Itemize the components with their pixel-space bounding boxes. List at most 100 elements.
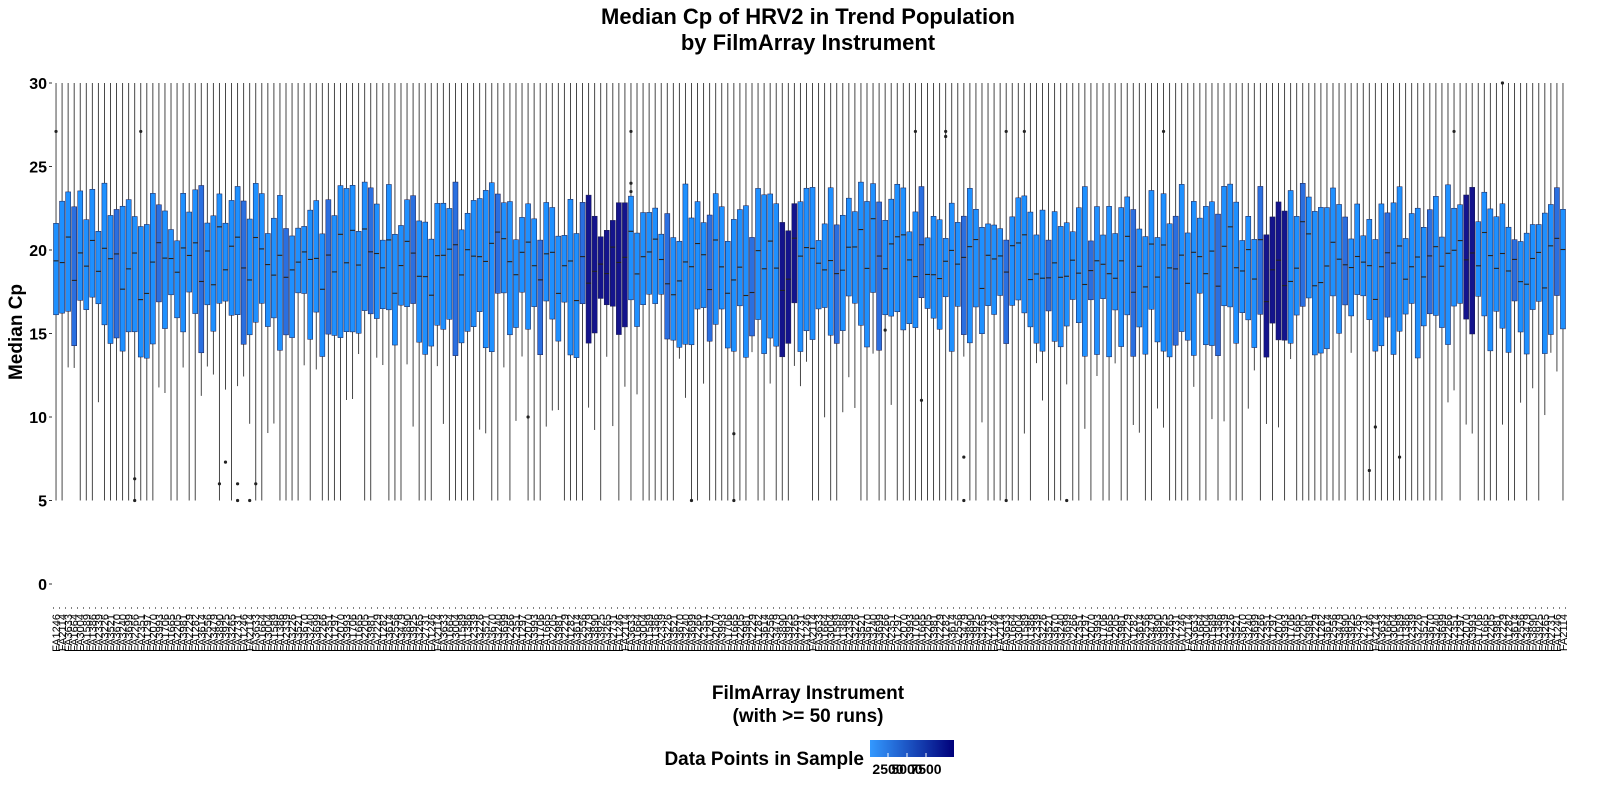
box-body	[482, 190, 489, 349]
box-body	[1493, 216, 1500, 312]
box-body	[1233, 201, 1239, 344]
x-tick-label: FA3521	[481, 614, 493, 652]
box-body	[1063, 222, 1070, 327]
box-body	[1324, 207, 1330, 350]
x-tick-label: FA1246	[239, 614, 251, 652]
box-184	[1166, 83, 1173, 501]
x-tick-label: FA2556	[953, 614, 965, 652]
x-tick-label: FA1706	[348, 614, 360, 652]
box-88	[585, 83, 592, 408]
x-tick-label: FA1665	[916, 614, 928, 652]
x-tick-label: FA2266	[505, 614, 517, 652]
y-tick-label: 25	[29, 160, 47, 177]
box-body	[1094, 206, 1100, 355]
outlier-point	[139, 129, 143, 134]
box-body	[71, 206, 77, 346]
x-tick-label: FA3226	[1038, 614, 1050, 652]
box-11	[119, 83, 126, 501]
box-83	[555, 83, 562, 411]
outlier-point	[235, 482, 240, 486]
x-tick-label: FA2114	[1183, 614, 1195, 651]
x-tick-label: FA3226	[662, 614, 674, 652]
box-body	[676, 240, 683, 348]
box-149	[954, 83, 961, 501]
x-tick-label: FA1282	[1504, 614, 1516, 652]
box-47	[337, 83, 344, 501]
x-tick-label: FA3670	[1425, 614, 1437, 652]
box-123	[797, 83, 804, 387]
x-tick-label: FA3670	[487, 614, 499, 652]
x-tick-label: FA3890	[214, 614, 226, 652]
box-body	[1499, 203, 1506, 329]
box-body	[53, 223, 59, 316]
box-135	[870, 83, 876, 354]
x-tick-label: FA2556	[578, 614, 590, 652]
box-181	[1148, 83, 1155, 501]
outlier-point	[1065, 498, 1069, 503]
box-62	[428, 83, 435, 501]
box-237	[1487, 83, 1494, 501]
box-243	[1523, 83, 1530, 501]
x-tick-label: FA3993	[717, 614, 729, 652]
box-41	[301, 83, 307, 366]
box-215	[1354, 83, 1360, 501]
box-body	[1178, 184, 1185, 332]
box-130	[839, 83, 846, 413]
x-tick-label: FA1282	[1316, 614, 1328, 652]
box-body	[277, 195, 283, 351]
box-body	[343, 188, 350, 332]
box-body	[373, 203, 380, 319]
x-tick-label: FA2229	[184, 614, 196, 652]
box-203	[1281, 83, 1288, 501]
box-101	[664, 83, 671, 501]
box-body	[404, 199, 410, 307]
box-body	[942, 238, 949, 298]
x-tick-label: FA1386	[1401, 614, 1413, 652]
x-tick-label: FA3004	[826, 614, 838, 652]
x-tick-label: FA1589	[1207, 614, 1219, 652]
box-body	[985, 223, 991, 306]
box-body	[579, 202, 586, 305]
box-17	[156, 83, 162, 388]
x-tick-label: FA3004	[263, 614, 275, 652]
box-245	[1535, 83, 1542, 501]
x-tick-label: FA2351	[699, 614, 711, 652]
box-body	[1184, 232, 1191, 341]
box-106	[694, 83, 701, 501]
box-16	[150, 83, 156, 501]
box-body	[616, 202, 622, 335]
x-tick-label: FA1706	[910, 614, 922, 652]
x-tick-label: FA1246	[1552, 614, 1564, 652]
box-63	[434, 83, 441, 367]
x-tick-label: FA1246	[801, 614, 813, 652]
box-body	[240, 200, 247, 345]
box-125	[809, 83, 816, 501]
box-body	[543, 202, 550, 302]
box-177	[1124, 83, 1131, 501]
x-tick-label: FA2731	[420, 614, 432, 652]
outlier-point	[1397, 455, 1402, 459]
x-tick-label: FA2229	[1122, 614, 1134, 652]
box-body	[1142, 236, 1149, 355]
box-body	[930, 216, 937, 319]
x-tick-label: FA3699	[1062, 614, 1074, 652]
box-body	[670, 237, 677, 341]
x-tick-label: FA2114	[1370, 614, 1382, 651]
box-103	[676, 83, 683, 359]
box-body	[1505, 226, 1512, 353]
box-48	[343, 83, 350, 401]
box-body	[234, 186, 241, 315]
legend-tick-label: 2500	[872, 761, 903, 777]
box-55	[386, 83, 392, 501]
box-201	[1269, 83, 1276, 501]
box-78	[525, 83, 531, 501]
x-tick-label: FA1297	[705, 614, 717, 652]
box-61	[422, 83, 428, 501]
box-body	[252, 183, 259, 323]
box-body	[1100, 234, 1106, 299]
box-body	[131, 216, 138, 333]
box-45	[325, 83, 332, 501]
box-body	[192, 189, 199, 314]
box-241	[1511, 83, 1518, 501]
x-tick-label: FA3226	[1225, 614, 1237, 652]
